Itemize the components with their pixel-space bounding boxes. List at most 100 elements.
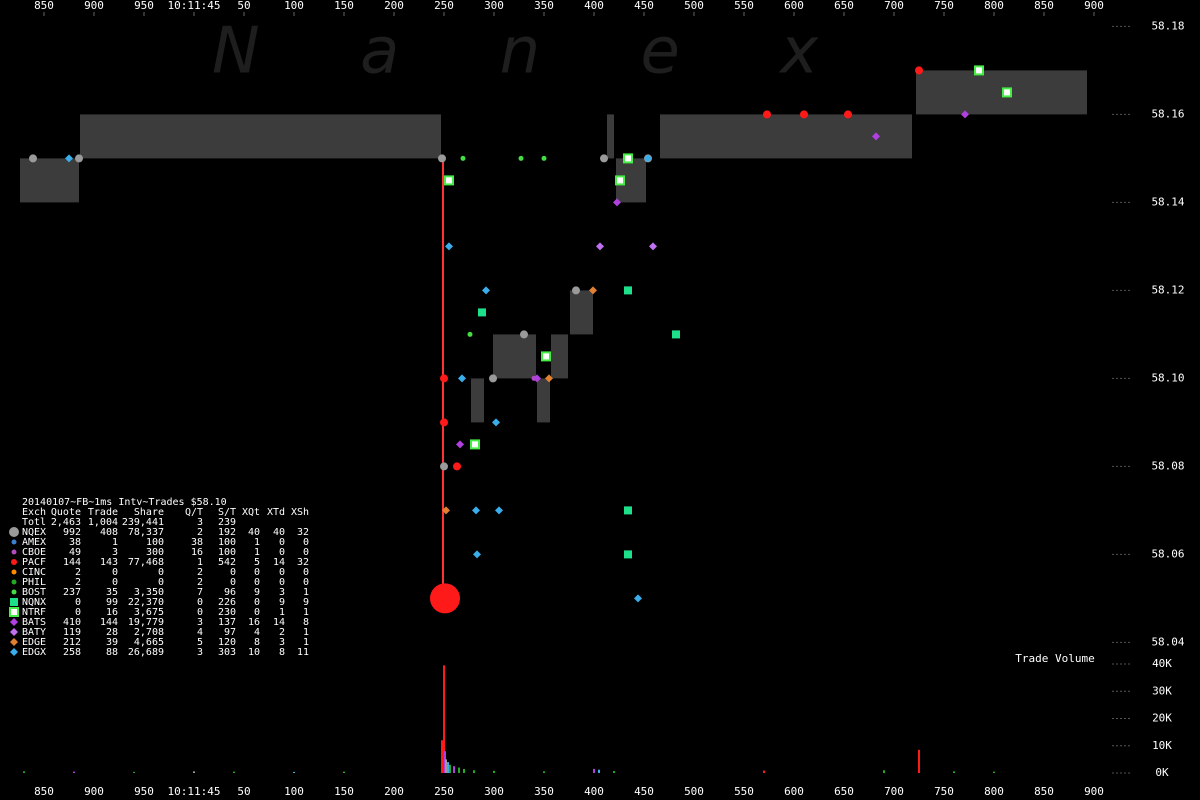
table-cell: 0 (158, 567, 164, 578)
spread-box (20, 158, 79, 203)
x-tick-label: 200 (384, 0, 404, 12)
table-cell: 408 (100, 527, 118, 538)
quote-marker (460, 155, 466, 161)
quote-marker (634, 594, 642, 603)
table-cell: 2 (197, 577, 203, 588)
quote-marker (518, 155, 524, 161)
table-cell: 1 (303, 637, 309, 648)
x-tick-label: 10:11:45 (168, 785, 221, 798)
legend-label: EDGX (22, 647, 46, 658)
trade-marker (75, 154, 83, 163)
x-tick-label: 900 (1084, 0, 1104, 12)
table-cell: 2 (197, 567, 203, 578)
table-cell: 192 (218, 527, 236, 538)
table-cell: 144 (100, 617, 118, 628)
trade-marker (478, 308, 486, 317)
spread-box (570, 290, 593, 335)
table-total: 3 (197, 517, 203, 528)
y-tick-label: 58.18 (1151, 19, 1184, 32)
table-cell: 19,779 (128, 617, 164, 628)
quote-marker (644, 154, 652, 163)
table-cell: 16 (191, 547, 203, 558)
x-tick-label: 550 (734, 0, 754, 12)
table-cell: 49 (69, 547, 81, 558)
y-tick-label: 58.12 (1151, 283, 1184, 296)
table-cell: 0 (254, 577, 260, 588)
table-cell: 3 (197, 617, 203, 628)
table-cell: 0 (158, 577, 164, 588)
table-header: Share (134, 507, 164, 518)
table-cell: 144 (63, 557, 81, 568)
quote-marker (442, 506, 450, 515)
table-total: 1,004 (88, 517, 118, 528)
table-cell: 1 (254, 547, 260, 558)
table-cell: 137 (218, 617, 236, 628)
x-tick-label: 500 (684, 785, 704, 798)
table-cell: 2 (197, 527, 203, 538)
table-header: Q/T (185, 507, 203, 518)
trade-marker (800, 110, 808, 119)
x-tick-label: 50 (237, 0, 250, 12)
x-tick-label: 150 (334, 785, 354, 798)
y-tick-label: 58.16 (1151, 107, 1184, 120)
x-tick-label: 900 (1084, 785, 1104, 798)
x-tick-label: 650 (834, 0, 854, 12)
table-cell: 2,708 (134, 627, 164, 638)
spread-box (916, 70, 1087, 115)
table-cell: 28 (106, 627, 118, 638)
table-cell: 1 (279, 607, 285, 618)
table-cell: 78,337 (128, 527, 164, 538)
x-tick-label: 300 (484, 785, 504, 798)
table-cell: 1 (254, 537, 260, 548)
quote-marker (545, 374, 553, 383)
table-cell: 9 (303, 597, 309, 608)
legend-marker (9, 607, 19, 617)
volume-label: Trade Volume (1015, 652, 1094, 665)
table-cell: 143 (100, 557, 118, 568)
quote-marker (472, 506, 480, 515)
table-cell: 8 (254, 637, 260, 648)
table-cell: 8 (279, 647, 285, 658)
trade-marker (444, 175, 454, 186)
trade-marker (470, 439, 480, 450)
legend-label: BOST (22, 587, 46, 598)
trade-marker (1002, 87, 1012, 98)
legend-label: CINC (22, 567, 46, 578)
table-cell: 237 (63, 587, 81, 598)
x-tick-label: 850 (34, 0, 54, 12)
table-cell: 16 (248, 617, 260, 628)
trade-marker (600, 154, 608, 163)
table-header: Trade (88, 507, 118, 518)
quote-marker (961, 110, 969, 119)
table-cell: 3 (112, 547, 118, 558)
table-cell: 119 (63, 627, 81, 638)
legend-label: BATS (22, 617, 46, 628)
table-cell: 0 (303, 567, 309, 578)
legend-marker (11, 549, 17, 555)
quote-marker (482, 286, 490, 295)
trade-marker (624, 286, 632, 295)
watermark: N a n e x (212, 15, 858, 89)
table-cell: 0 (279, 537, 285, 548)
table-cell: 9 (279, 597, 285, 608)
x-tick-label: 650 (834, 785, 854, 798)
legend-label: NTRF (22, 607, 46, 618)
trade-marker (672, 330, 680, 339)
trade-marker (29, 154, 37, 163)
quote-marker (613, 198, 621, 207)
table-header: S/T (218, 507, 236, 518)
table-cell: 0 (303, 537, 309, 548)
volume-tick-label: 10K (1152, 739, 1172, 752)
table-cell: 3,350 (134, 587, 164, 598)
table-cell: 0 (112, 577, 118, 588)
x-tick-label: 400 (584, 0, 604, 12)
quote-marker (541, 155, 547, 161)
x-tick-label: 850 (1034, 0, 1054, 12)
trade-marker (440, 374, 448, 383)
table-cell: 0 (254, 607, 260, 618)
quote-marker (456, 440, 464, 449)
table-cell: 0 (197, 607, 203, 618)
trade-marker (915, 66, 923, 75)
table-cell: 992 (63, 527, 81, 538)
